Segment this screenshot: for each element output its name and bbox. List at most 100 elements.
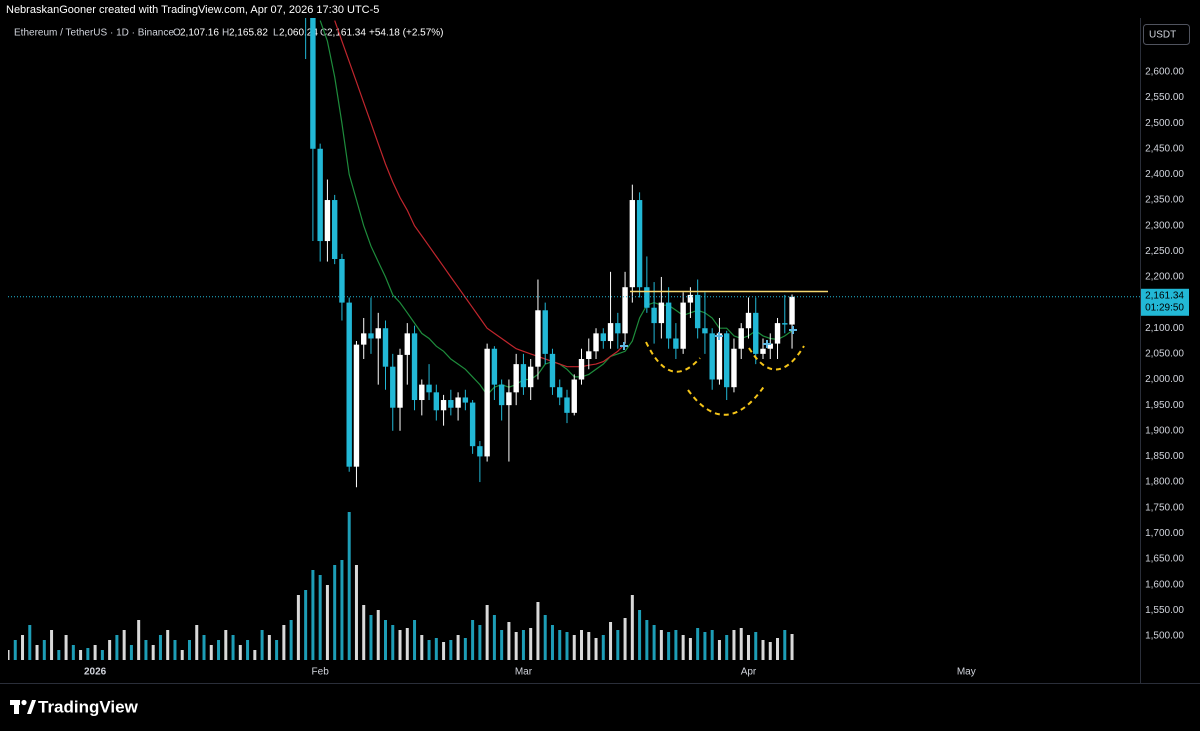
volume-bar (28, 625, 32, 660)
candle-body (760, 348, 766, 354)
candle-body (448, 400, 454, 408)
candle-body (542, 310, 548, 354)
y-tick-label: 2,550.00 (1145, 92, 1184, 103)
last-price-label: 2,161.34 (1145, 290, 1184, 301)
volume-bar (572, 635, 576, 660)
volume-bar (696, 628, 700, 660)
volume-bar (768, 642, 772, 660)
volume-bar (267, 635, 271, 660)
candle-body (455, 397, 461, 408)
volume-bar (347, 512, 351, 660)
volume-bar (732, 630, 736, 660)
volume-bar (659, 630, 663, 660)
volume-bar (231, 635, 235, 660)
y-tick-label: 1,650.00 (1145, 554, 1184, 565)
candle-body (498, 384, 505, 406)
x-tick-label: Apr (741, 667, 757, 678)
candle-body (615, 323, 621, 334)
y-tick-label: 1,950.00 (1145, 400, 1184, 411)
volume-bar (238, 645, 242, 660)
moving-average (334, 20, 626, 368)
volume-bar (369, 615, 373, 660)
candle-body (469, 402, 476, 447)
candle-body (440, 400, 447, 411)
y-tick-label: 2,000.00 (1145, 374, 1184, 385)
volume-bar (442, 642, 446, 660)
volume-bar (485, 605, 489, 660)
candle-body (397, 354, 403, 408)
volume-bar (536, 602, 540, 660)
plot (8, 18, 795, 660)
volume-bar (195, 625, 199, 660)
legend-key: C (320, 28, 327, 39)
candle-body (702, 328, 708, 334)
x-tick-label: 2026 (84, 667, 107, 678)
right-shoulder[interactable] (748, 345, 805, 371)
volume-bar (594, 638, 598, 660)
candle-body (724, 333, 730, 388)
candle-body (310, 18, 316, 149)
volume-bar (202, 635, 206, 660)
volume-bar (8, 650, 10, 660)
candle-body (331, 200, 338, 260)
volume-bar (275, 640, 279, 660)
candle-body (731, 348, 737, 388)
y-tick-label: 1,850.00 (1145, 451, 1184, 462)
volume-bar (761, 640, 765, 660)
candle-body (411, 333, 418, 401)
candle-body (680, 302, 686, 349)
volume-bar (289, 620, 293, 660)
candle-body (339, 259, 345, 303)
volume-bar (717, 640, 721, 660)
volume-bar (318, 575, 322, 660)
y-tick-label: 1,550.00 (1145, 605, 1184, 616)
candle-body (709, 333, 715, 380)
candle-body (361, 333, 367, 345)
volume-bar (463, 638, 467, 660)
candle-body (651, 307, 657, 324)
volume-bar (638, 610, 642, 660)
volume-bar (587, 632, 591, 660)
volume-bar (187, 640, 191, 660)
currency[interactable]: USDT (1149, 30, 1176, 41)
volume-bar (492, 615, 496, 660)
candle-body (586, 351, 592, 359)
candle-body (593, 333, 599, 352)
volume-bar (79, 650, 83, 660)
volume-bar (333, 565, 337, 660)
candle-body (716, 333, 723, 380)
candle-body (375, 328, 381, 339)
volume-bar (703, 632, 707, 660)
volume-bar (115, 635, 119, 660)
volume-bar (166, 630, 170, 660)
candle-body (789, 296, 795, 325)
candle-body (462, 397, 469, 403)
volume-bar (35, 645, 39, 660)
candle-body (673, 338, 679, 349)
volume-bar (246, 640, 250, 660)
volume-bar (746, 635, 750, 660)
head[interactable] (687, 384, 766, 416)
legend-value: 2,060.24 (279, 28, 318, 39)
left-shoulder[interactable] (645, 341, 701, 373)
candle-body (564, 397, 570, 413)
y-tick-label: 1,900.00 (1145, 425, 1184, 436)
currency-box[interactable] (1143, 24, 1190, 45)
volume-bar (144, 640, 148, 660)
candle-body (484, 348, 490, 457)
volume-bar (384, 620, 387, 660)
candle-body (390, 366, 396, 408)
candle-body (738, 328, 744, 349)
candle-body (629, 200, 636, 288)
candle-body (368, 333, 374, 339)
candle-body (513, 364, 519, 393)
volume-bar (405, 628, 409, 660)
volume-bar (137, 620, 141, 660)
legend-value: 2,165.82 (229, 28, 268, 39)
volume-bar (543, 615, 547, 660)
volume-bar (529, 628, 533, 660)
volume-bar (13, 640, 17, 660)
volume-bar (42, 640, 46, 660)
